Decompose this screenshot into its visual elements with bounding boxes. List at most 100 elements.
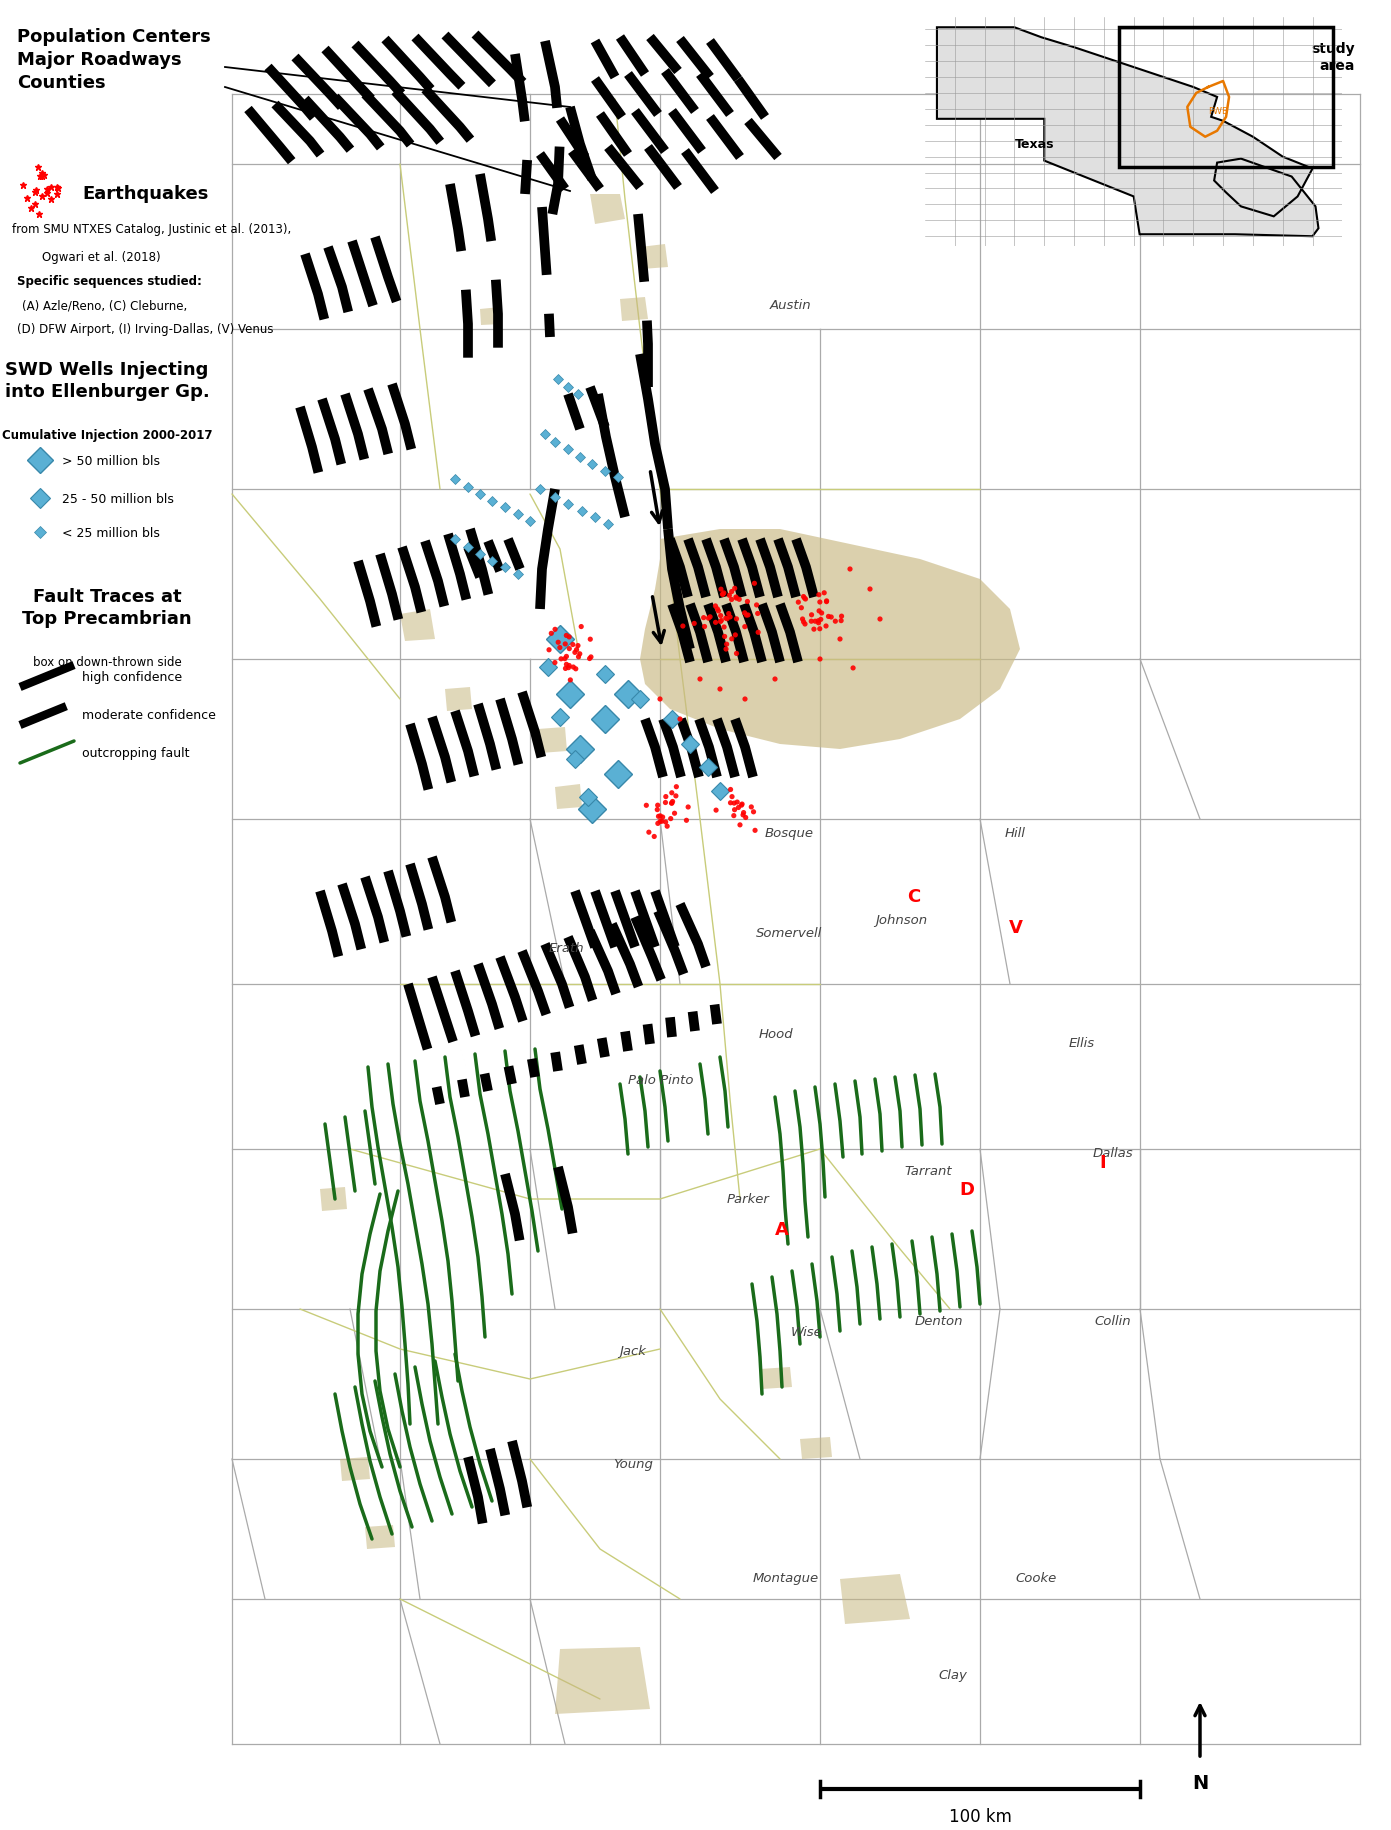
Point xyxy=(665,781,687,811)
Text: Clay: Clay xyxy=(939,1667,967,1682)
Point xyxy=(544,615,566,644)
Point xyxy=(808,587,830,617)
Text: Palo Pinto: Palo Pinto xyxy=(627,1072,694,1087)
Point xyxy=(544,648,566,677)
Polygon shape xyxy=(555,785,581,809)
Point xyxy=(746,591,768,620)
Point xyxy=(808,597,830,626)
Point xyxy=(821,604,843,633)
Point xyxy=(825,608,847,637)
Point xyxy=(647,796,669,825)
Polygon shape xyxy=(538,728,568,754)
Point xyxy=(704,608,726,637)
Point xyxy=(743,569,765,598)
Point xyxy=(793,608,815,637)
Point xyxy=(554,644,576,673)
Point xyxy=(723,789,746,818)
Text: Texas: Texas xyxy=(1014,137,1054,150)
Point xyxy=(807,608,829,637)
Point xyxy=(637,818,659,847)
Point xyxy=(736,600,758,630)
Point xyxy=(562,631,584,661)
Text: > 50 million bls: > 50 million bls xyxy=(63,454,160,467)
Polygon shape xyxy=(759,1367,791,1389)
Point xyxy=(662,787,684,816)
Point xyxy=(830,602,853,631)
Point xyxy=(693,604,715,633)
Point xyxy=(733,798,755,827)
Point xyxy=(790,593,812,622)
Polygon shape xyxy=(640,245,668,269)
Point xyxy=(718,600,740,630)
Point xyxy=(650,802,672,831)
Polygon shape xyxy=(401,609,435,642)
Point xyxy=(715,635,737,664)
Point xyxy=(729,811,751,840)
Polygon shape xyxy=(445,688,472,712)
Text: Parker: Parker xyxy=(727,1191,769,1206)
Point xyxy=(794,586,817,615)
Point xyxy=(721,586,743,615)
Point xyxy=(858,575,881,604)
Text: high confidence: high confidence xyxy=(82,670,182,683)
Point xyxy=(726,789,748,818)
Point xyxy=(733,598,755,628)
Point xyxy=(647,802,669,831)
Point xyxy=(580,642,602,672)
Text: Cumulative Injection 2000-2017: Cumulative Injection 2000-2017 xyxy=(1,428,213,441)
Polygon shape xyxy=(620,298,648,322)
Point xyxy=(661,789,683,818)
Point xyxy=(791,606,814,635)
Point xyxy=(839,554,861,584)
Point xyxy=(830,608,853,637)
Point xyxy=(725,620,747,650)
Text: 100 km: 100 km xyxy=(949,1806,1011,1825)
Text: Hill: Hill xyxy=(1004,825,1027,840)
Point xyxy=(709,608,732,637)
Point xyxy=(721,624,743,653)
Point xyxy=(709,602,732,631)
Point xyxy=(565,635,587,664)
Point xyxy=(540,619,562,648)
Point xyxy=(810,644,832,673)
Polygon shape xyxy=(938,27,1319,238)
Point xyxy=(811,598,833,628)
Text: moderate confidence: moderate confidence xyxy=(82,708,216,721)
Point xyxy=(555,622,577,651)
Point xyxy=(709,675,732,705)
Point xyxy=(719,776,741,805)
Point xyxy=(697,604,719,633)
Point xyxy=(721,578,743,608)
Point xyxy=(719,602,741,631)
Point xyxy=(719,789,741,818)
Point xyxy=(558,622,580,651)
Point xyxy=(707,597,729,626)
Point xyxy=(651,803,673,833)
Text: Denton: Denton xyxy=(915,1314,963,1329)
Text: (A) Azle/Reno, (C) Cleburne,: (A) Azle/Reno, (C) Cleburne, xyxy=(22,298,188,311)
Point xyxy=(730,791,753,820)
Point xyxy=(704,591,726,620)
Polygon shape xyxy=(840,1574,910,1623)
Text: < 25 million bls: < 25 million bls xyxy=(63,527,160,540)
Point xyxy=(712,578,734,608)
Text: Austin: Austin xyxy=(769,298,811,313)
Point xyxy=(715,604,737,633)
Text: study
area: study area xyxy=(1312,42,1355,73)
Point xyxy=(829,626,851,655)
Point xyxy=(650,807,672,836)
Point xyxy=(709,575,732,604)
Point xyxy=(569,640,591,670)
Point xyxy=(712,580,734,609)
Text: SWD Wells Injecting
into Ellenburger Gp.: SWD Wells Injecting into Ellenburger Gp. xyxy=(4,361,210,401)
Point xyxy=(808,580,830,609)
Point xyxy=(675,807,697,836)
Point xyxy=(570,613,593,642)
Point xyxy=(815,587,837,617)
Point xyxy=(808,615,830,644)
Point xyxy=(559,666,581,695)
Point xyxy=(737,600,759,630)
Text: D: D xyxy=(960,1180,974,1199)
Point xyxy=(869,606,892,635)
Point xyxy=(655,783,677,813)
